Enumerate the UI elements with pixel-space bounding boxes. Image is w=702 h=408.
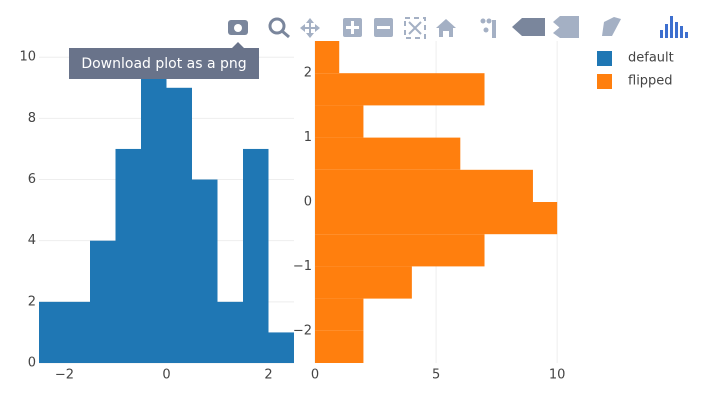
x-tick-label: 5: [432, 368, 440, 383]
bar: [39, 301, 65, 363]
legend-label: flipped: [628, 74, 673, 89]
bar: [315, 234, 485, 267]
y-tick-label: 2: [304, 66, 312, 81]
y-tick-label: 8: [28, 111, 36, 126]
y-tick-label: 10: [19, 50, 36, 65]
hover-closest-button[interactable]: [512, 18, 545, 36]
bar: [315, 330, 364, 363]
pan-button[interactable]: [300, 18, 320, 38]
plots: 0 2 4 6 8 10 −2 0 2 −2 −1 0 1 2 0 5 10: [19, 41, 565, 383]
bar: [90, 240, 116, 363]
bar: [315, 169, 533, 202]
bar: [315, 266, 412, 299]
zoom-in-button[interactable]: [343, 18, 362, 37]
tooltip-text: Download plot as a png: [81, 56, 246, 72]
y-tick-label: 0: [28, 356, 36, 371]
bar: [64, 301, 90, 363]
legend-swatch: [597, 74, 612, 89]
bar: [217, 301, 243, 363]
y-tick-label: 2: [28, 294, 36, 309]
reset-button[interactable]: [436, 19, 456, 37]
zoom-out-button[interactable]: [374, 18, 393, 37]
y-tick-label: 6: [28, 172, 36, 187]
bar: [192, 179, 218, 363]
bar: [315, 41, 340, 74]
x-tick-label: 2: [264, 368, 272, 383]
modebar: [228, 16, 688, 39]
bar: [315, 137, 461, 170]
bar: [166, 87, 192, 364]
bar: [115, 148, 141, 363]
bar: [141, 57, 167, 363]
legend: default flipped: [597, 51, 674, 89]
legend-label: default: [628, 51, 674, 66]
spike-button[interactable]: [480, 18, 497, 39]
x-tick-label: 0: [311, 368, 319, 383]
y-tick-label: −1: [293, 259, 312, 274]
tooltip: Download plot as a png: [69, 42, 259, 79]
bar: [243, 148, 269, 363]
tooltip-box: [69, 42, 259, 79]
camera-button[interactable]: [228, 20, 248, 35]
autoscale-button[interactable]: [404, 17, 426, 39]
plotly-logo[interactable]: [660, 16, 688, 38]
x-tick-label: 0: [162, 368, 170, 383]
y-tick-label: 0: [304, 195, 312, 210]
bar: [315, 298, 364, 331]
hover-compare-button[interactable]: [553, 16, 579, 38]
legend-swatch: [597, 51, 612, 66]
x-tick-label: 10: [549, 368, 566, 383]
bar: [268, 332, 294, 363]
y-tick-label: 1: [304, 130, 312, 145]
bar: [315, 105, 364, 138]
logo-button[interactable]: [602, 17, 621, 36]
bar: [315, 73, 485, 106]
x-tick-label: −2: [55, 368, 74, 383]
y-tick-label: −2: [293, 323, 312, 338]
zoom-button[interactable]: [268, 17, 290, 39]
bar: [315, 202, 558, 235]
y-tick-label: 4: [28, 233, 36, 248]
